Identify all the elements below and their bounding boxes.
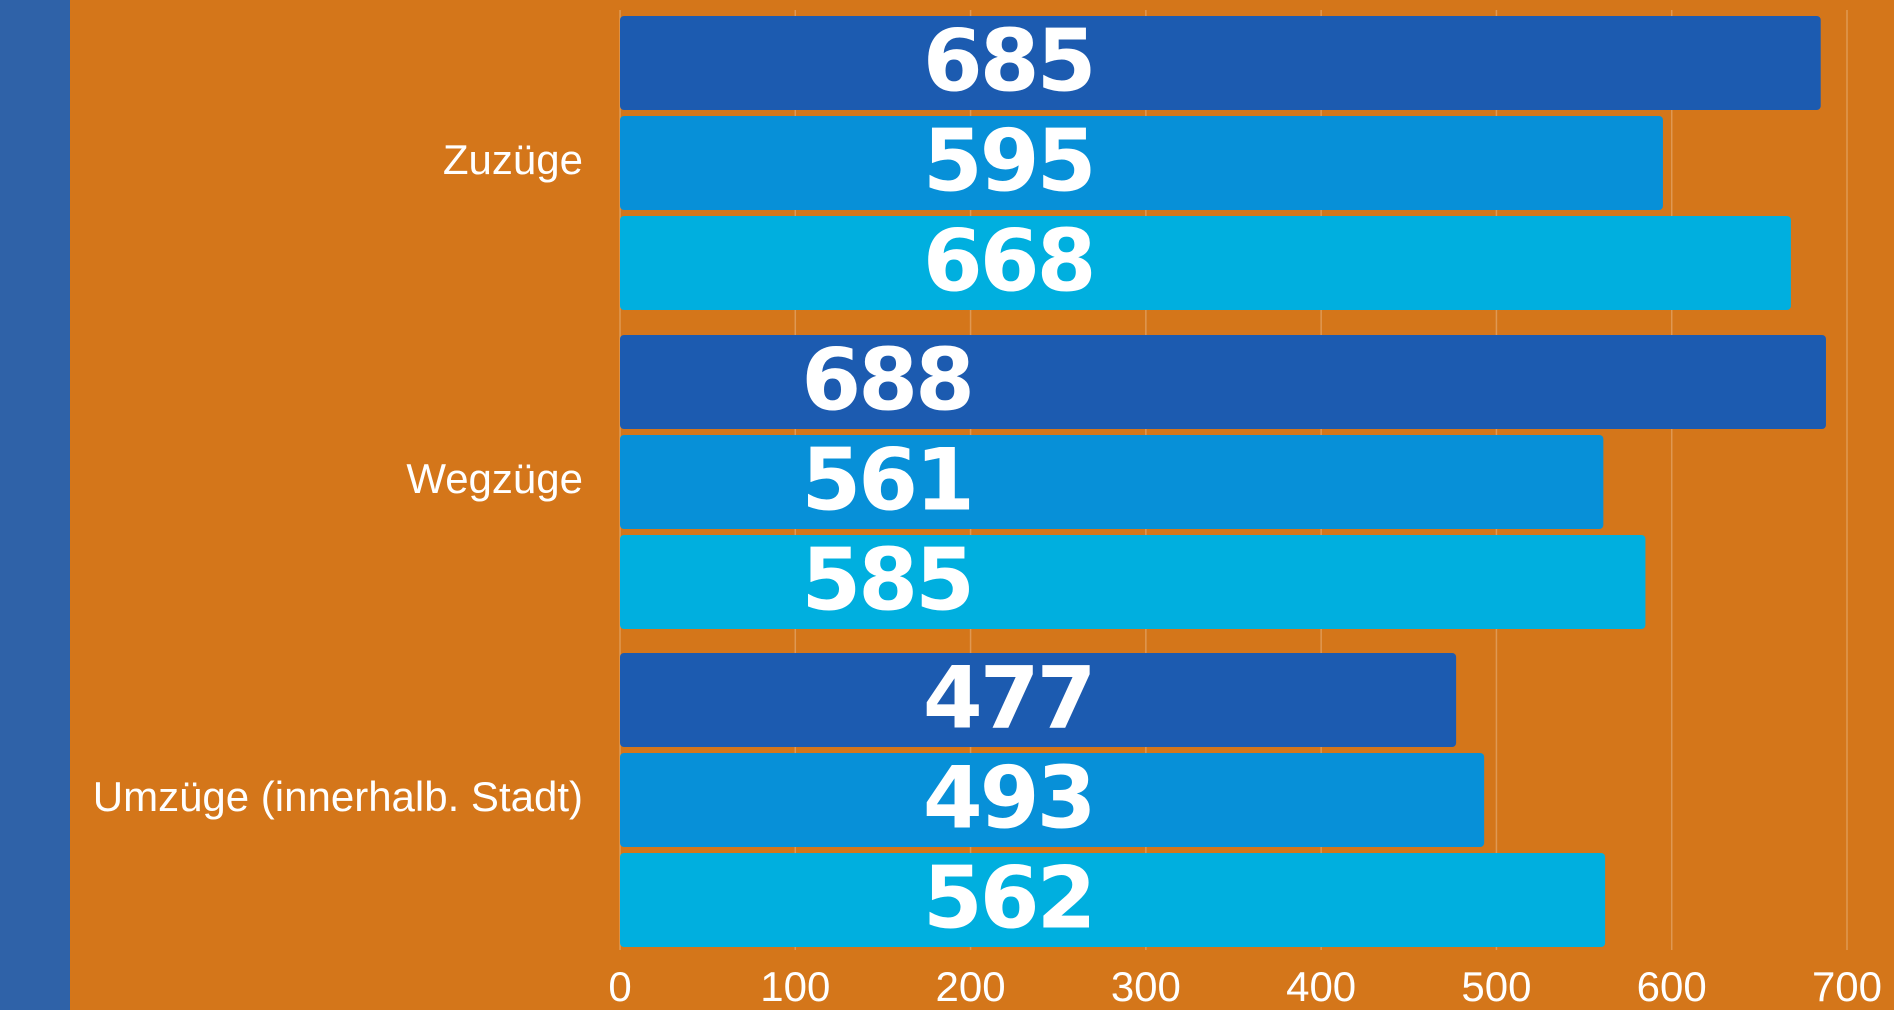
page: 0 100 200 300 400 500 600 700 Zuzüge 685595668 Weg… — [0, 0, 1894, 1010]
bar — [620, 16, 1821, 110]
x-tick-label: 400 — [1286, 963, 1356, 1010]
y-tick-label: Zuzüge — [443, 136, 583, 183]
x-tick-label: 300 — [1111, 963, 1181, 1010]
data-label: 477 — [923, 648, 1094, 748]
data-label: 668 — [923, 211, 1094, 311]
data-label: 562 — [923, 848, 1094, 948]
bar — [620, 535, 1645, 629]
x-tick-label: 100 — [760, 963, 830, 1010]
bar — [620, 853, 1605, 947]
data-label: 561 — [801, 430, 972, 530]
data-label: 595 — [923, 111, 1094, 211]
y-tick-label: Wegzüge — [406, 455, 583, 502]
side-strip — [0, 0, 70, 1010]
y-tick-label: Umzüge (innerhalb. Stadt) — [93, 773, 583, 820]
data-label: 688 — [801, 330, 972, 430]
x-tick-label: 0 — [608, 963, 631, 1010]
bar — [620, 435, 1603, 529]
x-tick-label: 700 — [1812, 963, 1882, 1010]
bar — [620, 116, 1663, 210]
chart: 0 100 200 300 400 500 600 700 Zuzüge 685595668 Weg… — [0, 0, 1894, 1010]
x-tick-label: 500 — [1461, 963, 1531, 1010]
data-label: 585 — [801, 530, 972, 630]
bar — [620, 216, 1791, 310]
x-tick-label: 200 — [936, 963, 1006, 1010]
x-tick-label: 600 — [1637, 963, 1707, 1010]
data-label: 685 — [923, 11, 1094, 111]
data-label: 493 — [923, 748, 1094, 848]
